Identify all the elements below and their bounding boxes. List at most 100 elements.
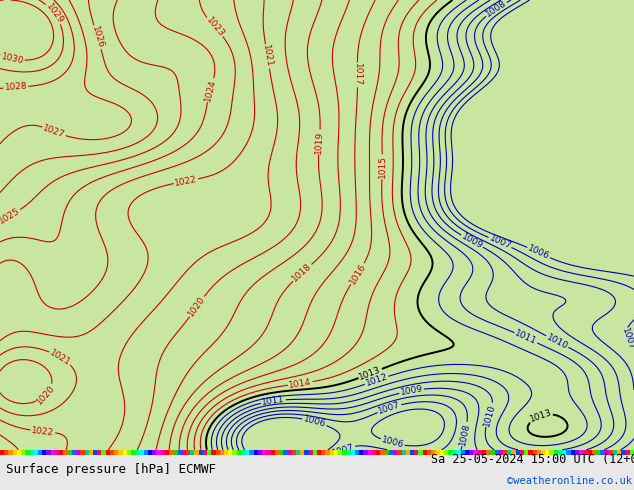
Bar	[173, 450, 178, 455]
Text: 1009: 1009	[460, 232, 484, 251]
Bar	[621, 450, 626, 455]
Bar	[541, 450, 545, 455]
Text: 1021: 1021	[261, 45, 274, 69]
Bar	[477, 450, 482, 455]
Bar	[330, 450, 334, 455]
Bar	[195, 450, 198, 455]
Text: 1009: 1009	[399, 384, 424, 397]
Text: 1024: 1024	[204, 78, 217, 102]
Bar	[609, 450, 613, 455]
Bar	[127, 450, 131, 455]
Bar	[338, 450, 342, 455]
Bar	[562, 450, 566, 455]
Bar	[292, 450, 296, 455]
Bar	[296, 450, 300, 455]
Bar	[423, 450, 427, 455]
Text: 1010: 1010	[482, 403, 497, 427]
Text: 1007: 1007	[619, 327, 634, 352]
Bar	[588, 450, 592, 455]
Bar	[410, 450, 414, 455]
Bar	[604, 450, 609, 455]
Bar	[157, 450, 160, 455]
Text: 1012: 1012	[365, 372, 389, 388]
Bar	[355, 450, 359, 455]
Text: 1006: 1006	[526, 244, 551, 261]
Bar	[474, 450, 477, 455]
Bar	[131, 450, 135, 455]
Bar	[17, 450, 21, 455]
Bar	[93, 450, 97, 455]
Bar	[342, 450, 347, 455]
Bar	[76, 450, 81, 455]
Bar	[106, 450, 110, 455]
Bar	[228, 450, 233, 455]
Bar	[97, 450, 101, 455]
Bar	[38, 450, 42, 455]
Bar	[198, 450, 203, 455]
Bar	[630, 450, 634, 455]
Bar	[499, 450, 503, 455]
Bar	[271, 450, 275, 455]
Bar	[262, 450, 266, 455]
Bar	[566, 450, 571, 455]
Bar	[46, 450, 51, 455]
Text: 1017: 1017	[353, 63, 362, 86]
Text: 1011: 1011	[261, 395, 285, 407]
Bar	[178, 450, 182, 455]
Bar	[8, 450, 13, 455]
Bar	[13, 450, 17, 455]
Bar	[439, 450, 444, 455]
Bar	[385, 450, 389, 455]
Bar	[596, 450, 600, 455]
Bar	[266, 450, 271, 455]
Bar	[418, 450, 423, 455]
Text: 1013: 1013	[358, 365, 382, 382]
Bar	[207, 450, 211, 455]
Bar	[515, 450, 520, 455]
Bar	[427, 450, 431, 455]
Bar	[507, 450, 512, 455]
Bar	[359, 450, 363, 455]
Bar	[152, 450, 157, 455]
Text: 1026: 1026	[90, 25, 105, 49]
Bar	[241, 450, 245, 455]
Bar	[216, 450, 220, 455]
Bar	[592, 450, 596, 455]
Text: ©weatheronline.co.uk: ©weatheronline.co.uk	[507, 476, 632, 486]
Text: 1022: 1022	[174, 174, 198, 188]
Text: 1020: 1020	[186, 294, 207, 319]
Bar	[220, 450, 224, 455]
Bar	[42, 450, 46, 455]
Bar	[21, 450, 25, 455]
Bar	[304, 450, 309, 455]
Bar	[512, 450, 515, 455]
Bar	[114, 450, 119, 455]
Bar	[545, 450, 550, 455]
Bar	[550, 450, 553, 455]
Bar	[321, 450, 325, 455]
Bar	[169, 450, 173, 455]
Bar	[211, 450, 216, 455]
Bar	[456, 450, 461, 455]
Bar	[469, 450, 474, 455]
Bar	[283, 450, 287, 455]
Bar	[59, 450, 63, 455]
Bar	[236, 450, 241, 455]
Bar	[203, 450, 207, 455]
Text: 1028: 1028	[4, 82, 28, 93]
Bar	[313, 450, 317, 455]
Bar	[380, 450, 385, 455]
Bar	[363, 450, 368, 455]
Bar	[571, 450, 575, 455]
Bar	[81, 450, 84, 455]
Bar	[309, 450, 313, 455]
Bar	[110, 450, 114, 455]
Bar	[122, 450, 127, 455]
Bar	[25, 450, 30, 455]
Bar	[393, 450, 398, 455]
Bar	[520, 450, 524, 455]
Bar	[233, 450, 236, 455]
Text: 1029: 1029	[44, 1, 65, 25]
Text: 1011: 1011	[514, 329, 538, 347]
Bar	[84, 450, 89, 455]
